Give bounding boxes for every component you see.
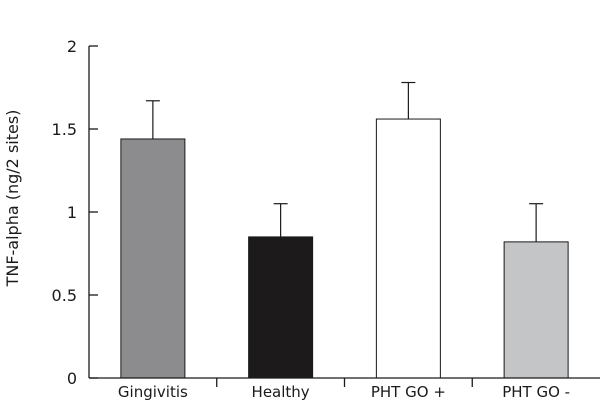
bars	[120, 118, 569, 379]
x-tick-label: PHT GO +	[371, 383, 446, 401]
x-axis-ticks: Gingivitis Healthy PHT GO + PHT GO -	[118, 378, 570, 401]
y-tick-label: 2	[67, 37, 77, 56]
x-tick-label: Gingivitis	[118, 383, 188, 401]
y-tick-label: 0.5	[52, 286, 77, 305]
y-axis-title: TNF-alpha (ng/2 sites)	[3, 110, 22, 288]
x-tick-label: PHT GO -	[502, 383, 570, 401]
y-tick-label: 1	[67, 203, 77, 222]
error-bars	[145, 81, 544, 242]
y-tick-label: 1.5	[52, 120, 77, 139]
bar-healthy	[248, 236, 314, 379]
y-tick-label: 0	[67, 369, 77, 388]
bar-pht-go	[375, 118, 441, 379]
y-axis-ticks: 0 0.5 1 1.5 2	[52, 37, 98, 388]
x-tick-label: Healthy	[252, 383, 310, 401]
bar-pht-go	[503, 241, 569, 379]
bar-gingivitis	[120, 138, 186, 379]
